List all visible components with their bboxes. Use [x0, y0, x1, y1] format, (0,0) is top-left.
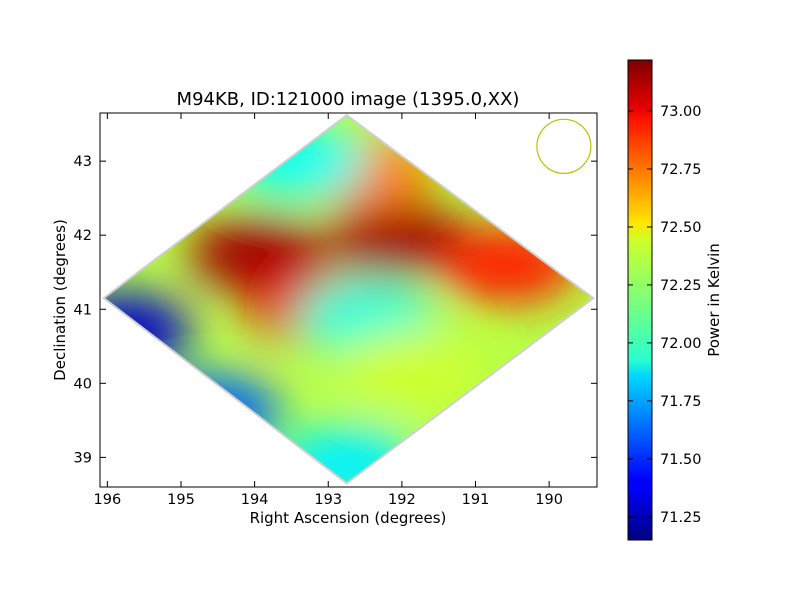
heatmap	[102, 113, 595, 485]
colorbar	[627, 59, 653, 541]
footprint-edge	[102, 113, 595, 485]
colorbar-tick-label: 72.75	[660, 162, 702, 178]
colorbar-tick-label: 71.25	[660, 510, 702, 526]
colorbar-tick-label: 71.50	[660, 452, 702, 468]
y-tick-label: 41	[74, 302, 92, 318]
x-tick-label: 194	[241, 492, 269, 508]
colorbar-tick-label: 72.50	[660, 220, 702, 236]
heatmap-blob	[328, 200, 469, 277]
y-tick-label: 39	[74, 450, 92, 466]
heatmap-blob	[438, 226, 579, 303]
colorbar-tick-label: 73.00	[660, 104, 702, 120]
heatmap-blob	[276, 426, 417, 484]
x-tick-label: 190	[535, 492, 563, 508]
y-tick-label: 42	[74, 228, 92, 244]
x-tick-label: 191	[462, 492, 490, 508]
x-tick-label: 196	[94, 492, 122, 508]
y-tick-label: 40	[74, 376, 92, 392]
y-axis-label: Declination (degrees)	[51, 219, 69, 381]
beam-circle	[536, 118, 592, 174]
y-tick-label: 43	[74, 154, 92, 170]
colorbar-tick-label: 72.00	[660, 336, 702, 352]
heatmap-blob	[140, 374, 281, 451]
colorbar-tick-label: 71.75	[660, 394, 702, 410]
x-axis: 196 195 194 193 192 191 190	[94, 113, 563, 508]
colorbar-ticks: 71.25 71.50 71.75 72.00 72.25 72.50 72.75 73.00	[628, 104, 702, 526]
x-tick-label: 192	[388, 492, 416, 508]
colorbar-label: Power in Kelvin	[705, 243, 723, 357]
colorbar-tick-label: 72.25	[660, 278, 702, 294]
x-tick-label: 195	[167, 492, 195, 508]
plot-frame	[99, 112, 598, 488]
y-axis: 39 40 41 42 43	[74, 154, 597, 466]
x-axis-label: Right Ascension (degrees)	[250, 509, 447, 527]
x-tick-label: 193	[314, 492, 342, 508]
heatmap-blob	[339, 330, 480, 407]
chart-title: M94KB, ID:121000 image (1395.0,XX)	[177, 89, 520, 110]
